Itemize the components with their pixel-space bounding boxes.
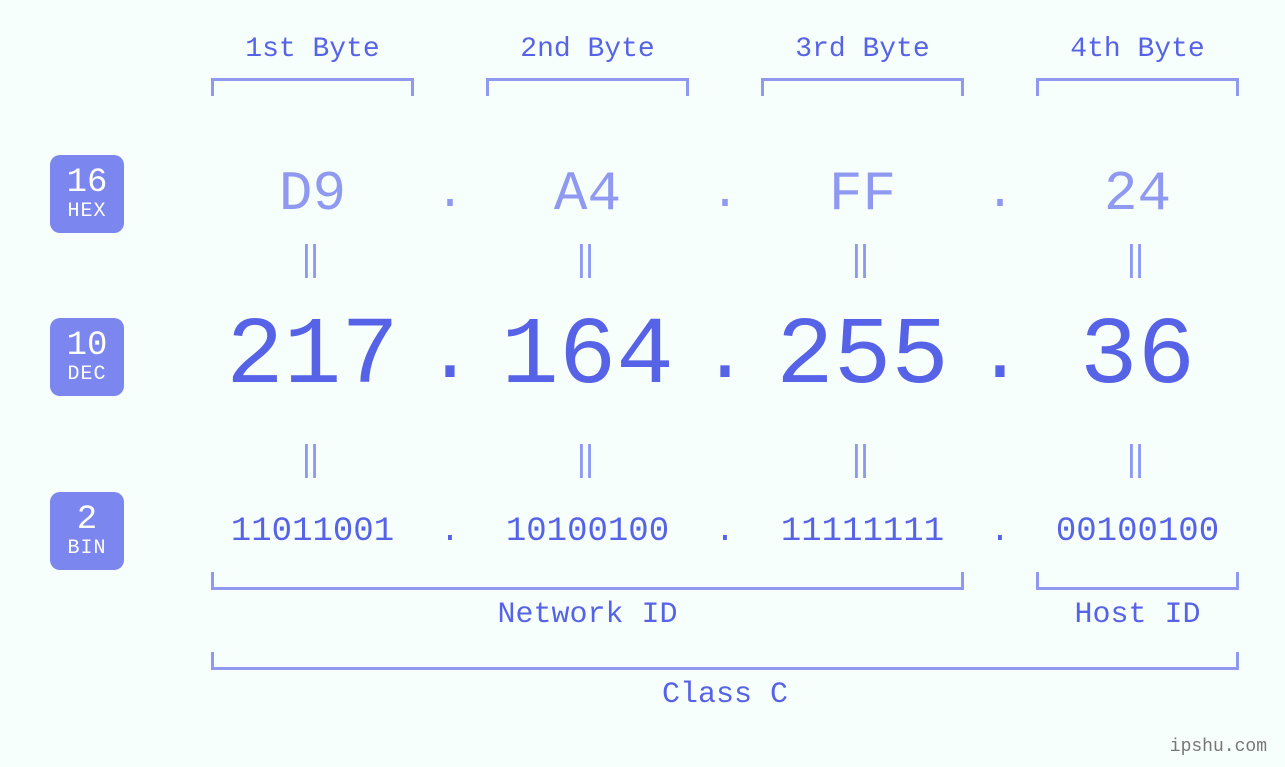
base-badge-hex: 16HEX — [50, 155, 124, 233]
dec-byte: 36 — [1030, 300, 1245, 412]
dec-byte: 255 — [755, 300, 970, 412]
bin-byte: 00100100 — [1030, 508, 1245, 556]
class-bracket — [211, 652, 1239, 670]
dec-byte: 217 — [205, 300, 420, 412]
ip-address-diagram: 1st Byte2nd Byte3rd Byte4th Byte16HEX10D… — [0, 0, 1285, 767]
byte-bracket-top — [1036, 78, 1239, 96]
equals-icon: ‖ — [755, 440, 970, 480]
dot-separator: . — [970, 158, 1030, 230]
host-id-label: Host ID — [1036, 598, 1239, 632]
base-number: 10 — [50, 329, 124, 365]
dot-separator: . — [420, 300, 480, 412]
class-label: Class C — [211, 678, 1239, 712]
dec-byte: 164 — [480, 300, 695, 412]
dot-separator: . — [420, 158, 480, 230]
base-badge-dec: 10DEC — [50, 318, 124, 396]
bin-byte: 11011001 — [205, 508, 420, 556]
bin-byte: 11111111 — [755, 508, 970, 556]
byte-bracket-top — [486, 78, 689, 96]
byte-header: 4th Byte — [1030, 34, 1245, 65]
dot-separator: . — [695, 158, 755, 230]
byte-header: 3rd Byte — [755, 34, 970, 65]
byte-bracket-top — [211, 78, 414, 96]
hex-byte: A4 — [480, 158, 695, 230]
bin-byte: 10100100 — [480, 508, 695, 556]
base-label: BIN — [50, 538, 124, 559]
host-id-bracket — [1036, 572, 1239, 590]
dot-separator: . — [970, 508, 1030, 556]
byte-header: 1st Byte — [205, 34, 420, 65]
byte-bracket-top — [761, 78, 964, 96]
dot-separator: . — [695, 508, 755, 556]
base-badge-bin: 2BIN — [50, 492, 124, 570]
base-label: DEC — [50, 364, 124, 385]
hex-byte: 24 — [1030, 158, 1245, 230]
equals-icon: ‖ — [755, 240, 970, 280]
equals-icon: ‖ — [1030, 240, 1245, 280]
attribution: ipshu.com — [1170, 737, 1267, 757]
hex-byte: D9 — [205, 158, 420, 230]
dot-separator: . — [695, 300, 755, 412]
base-number: 2 — [50, 503, 124, 539]
equals-icon: ‖ — [480, 440, 695, 480]
network-id-label: Network ID — [211, 598, 964, 632]
network-id-bracket — [211, 572, 964, 590]
byte-header: 2nd Byte — [480, 34, 695, 65]
equals-icon: ‖ — [1030, 440, 1245, 480]
equals-icon: ‖ — [205, 440, 420, 480]
dot-separator: . — [970, 300, 1030, 412]
base-label: HEX — [50, 201, 124, 222]
hex-byte: FF — [755, 158, 970, 230]
dot-separator: . — [420, 508, 480, 556]
equals-icon: ‖ — [480, 240, 695, 280]
base-number: 16 — [50, 166, 124, 202]
equals-icon: ‖ — [205, 240, 420, 280]
